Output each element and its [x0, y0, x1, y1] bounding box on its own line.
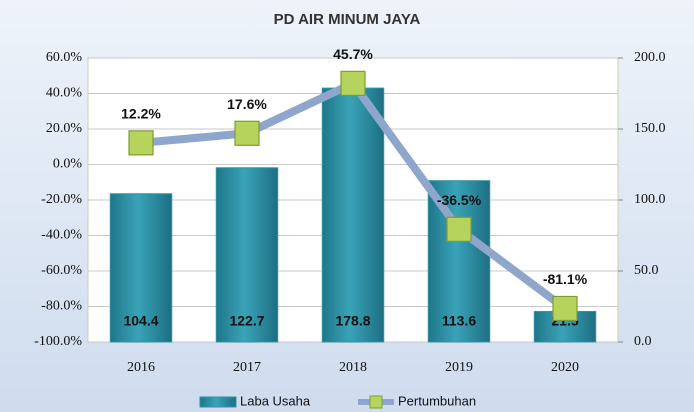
bar-label: 178.8 — [335, 313, 370, 329]
y-tick-label: 20.0% — [46, 121, 83, 136]
bar — [109, 193, 173, 343]
y-tick-label: -60.0% — [41, 263, 82, 278]
x-tick-label: 2019 — [445, 360, 473, 375]
y-tick-label: -100.0% — [34, 334, 82, 349]
x-tick-label: 2018 — [339, 360, 367, 375]
y-tick-label: 40.0% — [46, 86, 83, 101]
marker — [552, 295, 578, 322]
y-tick-label: -40.0% — [41, 228, 82, 243]
y-tick-label: -80.0% — [41, 299, 82, 314]
bar-label: 122.7 — [229, 313, 264, 329]
marker — [128, 130, 154, 156]
marker — [340, 70, 366, 96]
x-tick-label: 2020 — [551, 360, 579, 375]
chart-title: PD AIR MINUM JAYA — [274, 11, 421, 28]
y2-tick-label: 50.0 — [634, 263, 659, 278]
y2-tick-label: 200.0 — [634, 50, 666, 65]
data-label: -36.5% — [437, 192, 482, 208]
y-tick-label: 0.0% — [53, 157, 83, 172]
data-label: -81.1% — [543, 271, 588, 287]
bar — [321, 87, 385, 343]
bar-label: 104.4 — [123, 313, 158, 329]
data-label: 17.6% — [227, 96, 267, 112]
bar — [215, 167, 279, 343]
y2-tick-label: 0.0 — [634, 334, 652, 349]
marker — [446, 216, 472, 242]
bar-label: 113.6 — [442, 313, 476, 329]
y-tick-label: -20.0% — [41, 192, 82, 207]
legend-label: Pertumbuhan — [398, 393, 476, 408]
marker — [234, 120, 260, 146]
y-tick-label: 60.0% — [46, 50, 83, 65]
x-tick-label: 2017 — [233, 360, 261, 375]
legend-marker — [369, 395, 383, 409]
x-tick-label: 2016 — [127, 360, 155, 375]
y2-tick-label: 150.0 — [634, 121, 666, 136]
legend-label: Laba Usaha — [240, 393, 311, 408]
data-label: 45.7% — [333, 46, 373, 62]
y2-tick-label: 100.0 — [634, 192, 666, 207]
data-label: 12.2% — [121, 106, 161, 122]
legend-swatch — [199, 396, 237, 408]
